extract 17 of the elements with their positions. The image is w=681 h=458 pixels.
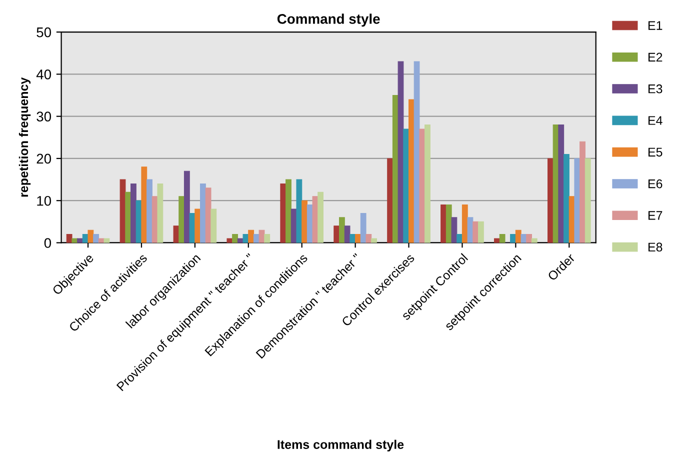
y-tick-label: 0 [44, 238, 52, 248]
legend-label: E2 [648, 52, 662, 62]
y-tick-label: 50 [36, 27, 52, 38]
y-tick-label: 30 [36, 112, 52, 122]
y-tick-label: 20 [36, 154, 52, 164]
x-axis-title: Items command style [278, 440, 404, 452]
y-axis-title: repetition frequency [18, 77, 31, 197]
legend-label: E3 [648, 84, 662, 94]
legend-label: E5 [648, 148, 662, 157]
legend-label: E1 [648, 21, 662, 30]
legend-label: E7 [648, 211, 662, 220]
legend-label: E4 [648, 116, 662, 125]
y-tick-label: 40 [36, 70, 52, 80]
chart-title: Command style [277, 14, 380, 27]
legend-label: E8 [648, 242, 662, 252]
legend-label: E6 [648, 179, 662, 188]
y-tick-label: 10 [37, 196, 52, 206]
